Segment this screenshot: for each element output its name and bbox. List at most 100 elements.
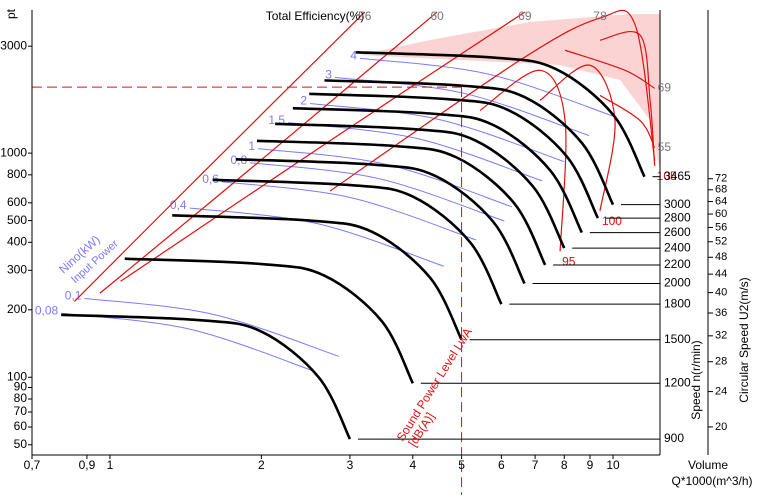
envelope-area: [360, 14, 660, 170]
y-tick-label: 200: [7, 302, 27, 316]
y-tick-label: 80: [14, 391, 28, 405]
y2-tick-label: 32: [715, 330, 727, 342]
power-line-label: 0,1: [65, 288, 82, 302]
x-tick-label: 1: [107, 458, 114, 472]
y-tick-label: 100: [7, 369, 27, 383]
y2-tick-label: 52: [715, 236, 727, 248]
efficiency-label: 55: [658, 140, 672, 154]
y2-tick-label: 48: [715, 251, 727, 263]
speed-curve: [292, 106, 583, 234]
speed-label: 2200: [664, 257, 691, 271]
x-tick-label: 7: [532, 458, 539, 472]
y2-axis-label: Circular Speed U2(m/s): [737, 277, 751, 402]
y-tick-label: 800: [7, 167, 27, 181]
power-line: [250, 162, 505, 222]
y2-tick-label: 40: [715, 287, 727, 299]
efficiency-label: 78: [593, 9, 607, 23]
efficiency-label: 69: [518, 9, 532, 23]
efficiency-label: 69: [658, 81, 672, 95]
y2-tick-label: 68: [715, 184, 727, 196]
x-tick-label: 8: [561, 458, 568, 472]
sound-label: 95: [562, 254, 576, 268]
speed-label: 3465: [664, 169, 691, 183]
y2-tick-label: 72: [715, 173, 727, 185]
y2-tick-label: 44: [715, 268, 727, 280]
speed-curve: [256, 139, 547, 266]
speed-label: 2600: [664, 225, 691, 239]
power-line: [310, 102, 565, 163]
speed-label: 1500: [664, 332, 691, 346]
x-tick-label: 6: [498, 458, 505, 472]
speed-curve: [124, 257, 414, 384]
y-tick-label: 600: [7, 195, 27, 209]
y2-tick-label: 36: [715, 307, 727, 319]
power-line: [334, 76, 590, 137]
power-line: [221, 181, 477, 241]
speed-label: 1200: [664, 375, 691, 389]
y-axis-label: pt: [4, 8, 18, 19]
power-line-label: 2: [300, 94, 307, 108]
y-tick-label: 400: [7, 234, 27, 248]
x-tick-label: 3: [347, 458, 354, 472]
speed-curve: [212, 178, 503, 305]
speed-axis-label: Speed n(r/min): [689, 340, 703, 419]
x-axis-label-unit: Q*1000(m^3/h): [672, 474, 753, 488]
efficiency-label: 56: [358, 9, 372, 23]
speed-label: 3000: [664, 197, 691, 211]
efficiency-line: [329, 9, 656, 192]
speed-curve: [355, 51, 646, 178]
sound-line: [479, 69, 567, 252]
x-tick-label: 9: [587, 458, 594, 472]
sound-label: 105: [657, 169, 677, 183]
sound-line: [599, 30, 656, 166]
x-tick-label: 0,9: [79, 458, 96, 472]
efficiency-label: 60: [430, 9, 444, 23]
y2-tick-label: 24: [715, 385, 727, 397]
y-tick-label: 500: [7, 213, 27, 227]
power-line: [84, 297, 339, 357]
speed-curve: [324, 79, 615, 206]
speed-curve: [172, 213, 463, 341]
power-line-label: 0,4: [170, 198, 187, 212]
y-tick-label: 70: [14, 404, 28, 418]
speed-curve: [309, 92, 600, 219]
power-line: [258, 148, 513, 208]
efficiency-line: [73, 11, 366, 302]
chart-title: Total Efficiency(%): [266, 9, 364, 23]
x-tick-label: 10: [606, 458, 620, 472]
x-tick-label: 0,7: [24, 458, 41, 472]
sound-label: Sound Power Level LwA: [394, 325, 475, 443]
efficiency-line: [599, 94, 656, 149]
y2-tick-label: 60: [715, 208, 727, 220]
power-line: [61, 312, 316, 373]
y-tick-label: 300: [7, 262, 27, 276]
speed-label: 2000: [664, 276, 691, 290]
efficiency-line: [120, 11, 526, 282]
speed-label: 2800: [664, 210, 691, 224]
y-tick-label: 90: [14, 380, 28, 394]
y2-tick-label: 56: [715, 221, 727, 233]
sound-line: [539, 64, 616, 212]
y2-tick-label: 28: [715, 356, 727, 368]
speed-label: 1800: [664, 296, 691, 310]
y-tick-label: 3000: [0, 38, 27, 52]
y2-tick-label: 64: [715, 195, 727, 207]
power-line: [189, 207, 444, 267]
y-tick-label: 50: [14, 437, 28, 451]
x-tick-label: 4: [409, 458, 416, 472]
x-axis-label: Volume: [688, 458, 728, 472]
y2-tick-label: 20: [715, 421, 727, 433]
power-line-label: 3: [325, 68, 332, 82]
power-line-label: 0,6: [202, 172, 219, 186]
speed-label: 2400: [664, 240, 691, 254]
x-tick-label: 5: [458, 458, 465, 472]
speed-curve: [275, 122, 566, 249]
y-tick-label: 60: [14, 419, 28, 433]
x-tick-label: 2: [258, 458, 265, 472]
power-line: [359, 57, 615, 117]
speed-label: 900: [664, 431, 684, 445]
power-line-label: 1: [248, 139, 255, 153]
